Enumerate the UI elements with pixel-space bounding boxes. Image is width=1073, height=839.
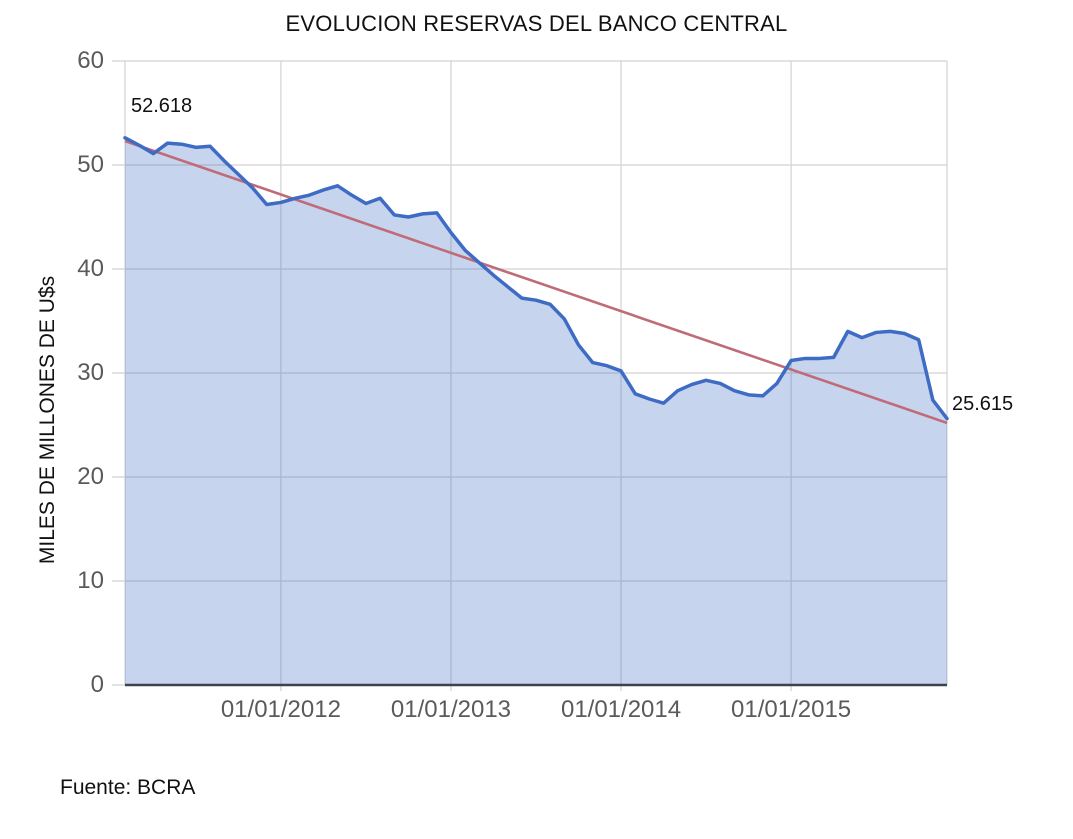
x-tick-label: 01/01/2015 bbox=[731, 696, 852, 723]
source-label: Fuente: BCRA bbox=[60, 776, 196, 799]
y-tick-label: 30 bbox=[77, 359, 104, 386]
y-tick-label: 60 bbox=[77, 47, 104, 74]
y-tick-label: 50 bbox=[77, 151, 104, 178]
y-tick-label: 10 bbox=[77, 567, 104, 594]
y-axis-title: MILES DE MILLONES DE U$s bbox=[36, 275, 59, 565]
x-tick-label: 01/01/2012 bbox=[220, 696, 341, 723]
y-tick-label: 40 bbox=[77, 255, 104, 282]
area-fill bbox=[125, 137, 947, 685]
annotation-end-value: 25.615 bbox=[952, 393, 1014, 415]
annotation-start-value: 52.618 bbox=[131, 95, 193, 117]
series-line bbox=[123, 136, 949, 421]
y-tick-label: 20 bbox=[77, 463, 104, 490]
x-tick-label: 01/01/2014 bbox=[560, 696, 682, 723]
trend-line bbox=[124, 139, 948, 425]
x-tick-label: 01/01/2013 bbox=[390, 696, 512, 723]
y-tick-label: 0 bbox=[90, 671, 104, 698]
chart-title: EVOLUCION RESERVAS DEL BANCO CENTRAL bbox=[285, 11, 788, 36]
